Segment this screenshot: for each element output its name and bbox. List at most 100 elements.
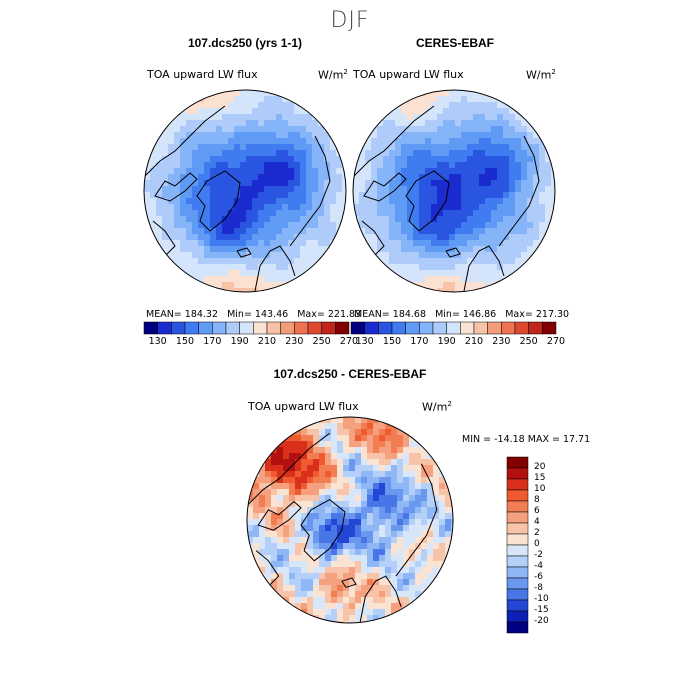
coastline [395,463,438,577]
colorbar-swatch [501,321,516,335]
panel-1-variable-label: TOA upward LW flux [147,68,258,81]
coastline [300,499,346,562]
colorbar-tick-label: 170 [203,336,222,347]
coastline [196,170,241,232]
colorbar-swatch [184,321,199,335]
panel-1-min: Min= 143.46 [227,309,289,320]
colorbar-swatch [253,321,268,335]
colorbar-tick-label: -6 [534,572,543,582]
colorbar-tick-label: 15 [534,473,546,483]
colorbar-tick-label: -15 [534,605,549,615]
colorbar-tick-label: 0 [534,539,540,549]
colorbar-swatch [460,321,475,335]
colorbar-tick-label: 190 [437,336,456,347]
colorbar-tick-label: 270 [339,336,359,347]
colorbar-swatch [307,321,322,335]
colorbar-1-ticks: 130 150 170 190 210 230 250 270 [0,336,700,350]
colorbar-swatch [506,456,529,469]
figure-title: DJF [330,8,370,33]
colorbar-swatch [506,478,529,491]
colorbar-swatch [419,321,434,335]
panel-1-units-label: W/m2 [318,68,348,82]
colorbar-swatch [514,321,529,335]
map-panel-1 [144,90,346,292]
colorbar-tick-label: 20 [534,462,546,472]
panel-2-title: CERES-EBAF [415,36,494,50]
colorbar-swatch [473,321,488,335]
colorbar-swatch [506,566,529,579]
diff-variable-label: TOA upward LW flux [248,400,359,413]
colorbar-swatch [225,321,240,335]
coastline [463,245,505,292]
map-panel-2 [353,90,555,292]
colorbar-tick-label: 2 [534,528,540,538]
map-panel-diff [247,417,453,623]
colorbar-swatch [506,467,529,480]
colorbar-swatch [239,321,254,335]
panel-1-mean: MEAN= 184.32 [146,309,219,320]
coastline [254,245,296,292]
colorbar-swatch [171,321,186,335]
colorbar-tick-label: -10 [534,594,549,604]
panel-2-min: Min= 146.86 [435,309,497,320]
colorbar-tick-label: 130 [148,336,167,347]
colorbar-swatch [506,511,529,524]
colorbar-swatch [506,489,529,502]
coastline [236,247,252,258]
colorbar-diff [506,456,529,634]
colorbar-swatch [506,533,529,546]
map-3-border [246,416,454,624]
colorbar-tick-label: -2 [534,550,543,560]
colorbar-swatch [487,321,502,335]
panel-1-stats: MEAN= 184.32 Min= 143.46 Max= 221.83 [146,309,361,320]
colorbar-tick-label: -20 [534,616,549,626]
colorbar-2-ticks: 130 150 170 190 210 230 250 270 [0,336,700,350]
coastline [154,172,198,202]
colorbar-swatch [143,321,158,335]
diff-minmax: MIN = -14.18 MAX = 17.71 [462,434,591,445]
colorbar-swatch [157,321,172,335]
coastline [353,105,435,177]
colorbar-swatch [506,544,529,557]
diff-units-label: W/m2 [422,400,452,414]
colorbar-tick-label: -4 [534,561,543,571]
colorbar-tick-label: 10 [534,484,546,494]
panel-2-max: Max= 217.30 [505,309,570,320]
colorbar-swatch [542,321,557,335]
colorbar-swatch [294,321,309,335]
colorbar-panel-1 [143,321,350,335]
colorbar-tick-label: 270 [546,336,566,347]
colorbar-swatch [335,321,350,335]
coastline [289,135,331,247]
coastline [144,105,226,177]
coastline [498,135,540,247]
coastline [247,432,330,506]
colorbar-tick-label: 6 [534,506,540,516]
colorbar-swatch [506,599,529,612]
colorbar-tick-label: 250 [312,336,331,347]
map-2-border [352,89,556,293]
colorbar-swatch [405,321,420,335]
colorbar-swatch [364,321,379,335]
colorbar-tick-label: 210 [464,336,484,347]
panel-1-max: Max= 221.83 [297,309,362,320]
map-1-border [143,89,347,293]
colorbar-tick-label: 210 [257,336,277,347]
colorbar-swatch [506,610,529,623]
colorbar-swatch [506,500,529,513]
panel-2-stats: MEAN= 184.68 Min= 146.86 Max= 217.30 [354,309,569,320]
colorbar-swatch [321,321,336,335]
coastline [257,500,302,531]
colorbar-tick-label: -8 [534,583,543,593]
colorbar-tick-label: 4 [534,517,540,527]
colorbar-swatch [432,321,447,335]
coastline [363,172,407,202]
colorbar-tick-label: 8 [534,495,540,505]
colorbar-swatch [212,321,227,335]
panel-1-title: 107.dcs250 (yrs 1-1) [187,36,303,50]
panel-2-units-label: W/m2 [526,68,556,82]
colorbar-swatch [266,321,281,335]
colorbar-swatch [506,522,529,535]
colorbar-tick-label: 130 [355,336,374,347]
